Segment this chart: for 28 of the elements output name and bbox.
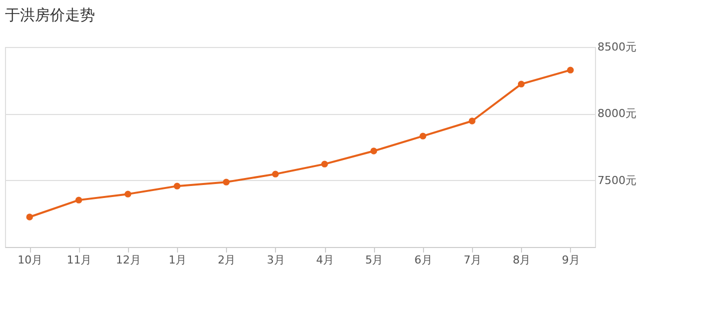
x-tick-label: 5月 [365, 254, 384, 266]
x-tick-label: 1月 [168, 254, 187, 266]
point [26, 214, 33, 220]
x-tick-label: 7月 [464, 254, 482, 266]
point [518, 80, 525, 88]
point [321, 160, 328, 168]
point [370, 148, 378, 154]
point [222, 178, 230, 186]
x-tick-label: 4月 [316, 254, 334, 266]
point [468, 118, 476, 124]
x-tick-label: 10月 [18, 254, 43, 266]
point [420, 132, 426, 140]
y-tick-label: 7500元 [598, 174, 636, 187]
chart-title: 于洪房价走势 [5, 6, 95, 24]
x-tick-label: 2月 [218, 254, 236, 266]
x-tick-label: 3月 [266, 254, 285, 266]
point [174, 182, 180, 190]
point [124, 190, 132, 198]
y-tick-label: 8500元 [598, 40, 636, 54]
x-tick-label: 11月 [66, 254, 92, 266]
x-tick-label: 12月 [116, 254, 141, 266]
point [567, 66, 574, 74]
x-tick-label: 9月 [562, 254, 580, 266]
x-tick-label: 6月 [414, 254, 432, 266]
y-tick-label: 8000元 [598, 107, 636, 120]
point [272, 170, 279, 178]
x-tick-label: 8月 [512, 254, 531, 266]
point [75, 196, 82, 204]
